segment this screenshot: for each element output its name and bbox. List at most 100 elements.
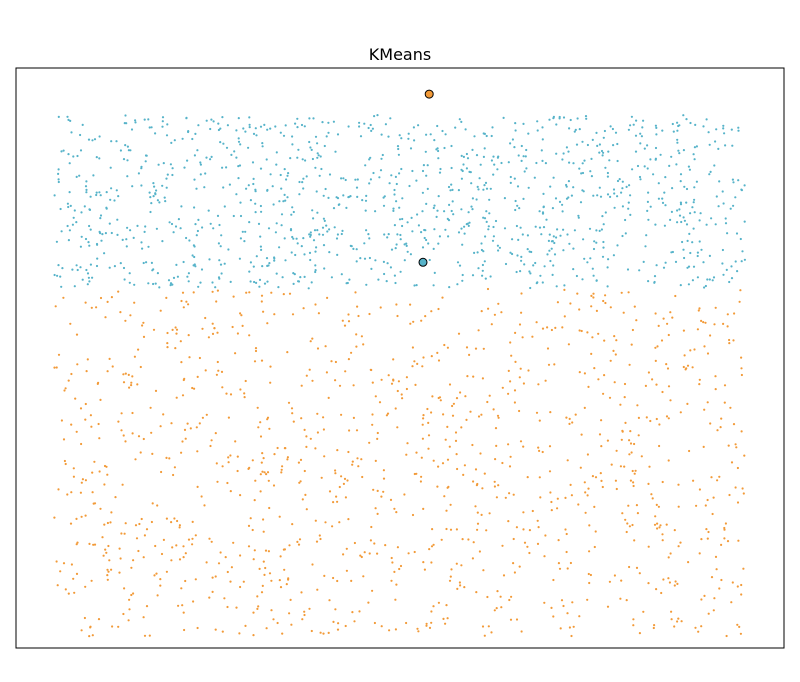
data-point <box>703 345 706 348</box>
data-point <box>281 276 284 279</box>
data-point <box>293 273 296 276</box>
data-point <box>343 477 347 480</box>
data-point <box>657 324 660 327</box>
data-point <box>398 218 402 221</box>
data-point <box>316 211 319 214</box>
data-point <box>120 429 123 432</box>
data-point <box>642 610 645 613</box>
data-point <box>109 198 112 201</box>
data-point <box>178 524 181 527</box>
data-point <box>86 272 90 275</box>
data-point <box>631 168 634 171</box>
data-point <box>133 301 136 304</box>
data-point <box>467 538 470 541</box>
data-point <box>203 504 206 507</box>
data-point <box>511 138 514 141</box>
data-point <box>603 339 606 342</box>
data-point <box>482 347 485 350</box>
data-point <box>54 305 57 308</box>
data-point <box>323 267 326 270</box>
data-point <box>535 282 538 285</box>
data-point <box>466 375 469 378</box>
data-point <box>277 286 280 289</box>
data-point <box>110 568 113 571</box>
data-point <box>722 127 725 130</box>
data-point <box>394 628 397 631</box>
data-point <box>96 257 99 260</box>
data-point <box>680 220 683 224</box>
data-point <box>624 421 627 424</box>
data-point <box>265 473 268 476</box>
data-point <box>243 392 246 395</box>
data-point <box>620 191 623 194</box>
data-point <box>247 524 251 528</box>
data-point <box>314 250 317 253</box>
data-point <box>247 545 251 548</box>
data-point <box>314 264 317 267</box>
data-point <box>201 226 204 229</box>
data-point <box>538 476 541 479</box>
data-point <box>687 265 691 268</box>
data-point <box>123 278 126 281</box>
data-point <box>576 117 579 120</box>
data-point <box>578 128 581 131</box>
data-point <box>578 329 581 332</box>
data-point <box>583 406 586 409</box>
data-point <box>472 541 475 544</box>
data-point <box>640 135 644 138</box>
data-point <box>589 170 592 173</box>
data-point <box>497 484 500 487</box>
data-point <box>254 211 257 214</box>
data-point <box>217 128 220 132</box>
data-point <box>665 523 668 526</box>
data-point <box>126 226 129 229</box>
data-point <box>421 365 424 368</box>
data-point <box>193 263 196 266</box>
data-point <box>421 169 425 173</box>
data-point <box>602 151 605 154</box>
data-point <box>289 228 293 231</box>
data-point <box>600 228 604 231</box>
data-point <box>485 210 488 213</box>
data-point <box>208 537 211 540</box>
data-point <box>601 215 604 218</box>
data-point <box>640 455 643 458</box>
data-point <box>553 241 556 245</box>
data-point <box>181 604 184 607</box>
data-point <box>228 183 231 186</box>
data-point <box>650 493 653 496</box>
data-point <box>526 476 529 479</box>
data-point <box>405 453 408 456</box>
data-point <box>308 117 311 120</box>
data-point <box>216 360 219 364</box>
data-point <box>457 189 460 192</box>
data-point <box>575 143 579 146</box>
data-point <box>86 358 89 361</box>
data-point <box>311 337 314 340</box>
data-point <box>217 562 221 565</box>
data-point <box>263 573 266 577</box>
data-point <box>525 148 528 152</box>
data-point <box>546 253 549 256</box>
data-point <box>243 396 246 399</box>
data-point <box>356 195 359 198</box>
data-point <box>170 559 173 562</box>
data-point <box>272 618 275 621</box>
data-point <box>740 430 743 433</box>
data-point <box>328 490 332 493</box>
data-point <box>415 179 418 182</box>
data-point <box>405 376 408 379</box>
data-point <box>140 184 143 187</box>
data-point <box>227 456 230 459</box>
data-point <box>328 228 331 231</box>
data-point <box>292 210 295 214</box>
data-point <box>244 130 247 133</box>
data-point <box>334 150 337 153</box>
data-point <box>537 526 540 529</box>
data-point <box>291 523 294 526</box>
data-point <box>301 498 304 501</box>
data-point <box>382 260 385 263</box>
data-point <box>129 229 132 232</box>
data-point <box>431 395 434 398</box>
data-point <box>465 167 468 170</box>
